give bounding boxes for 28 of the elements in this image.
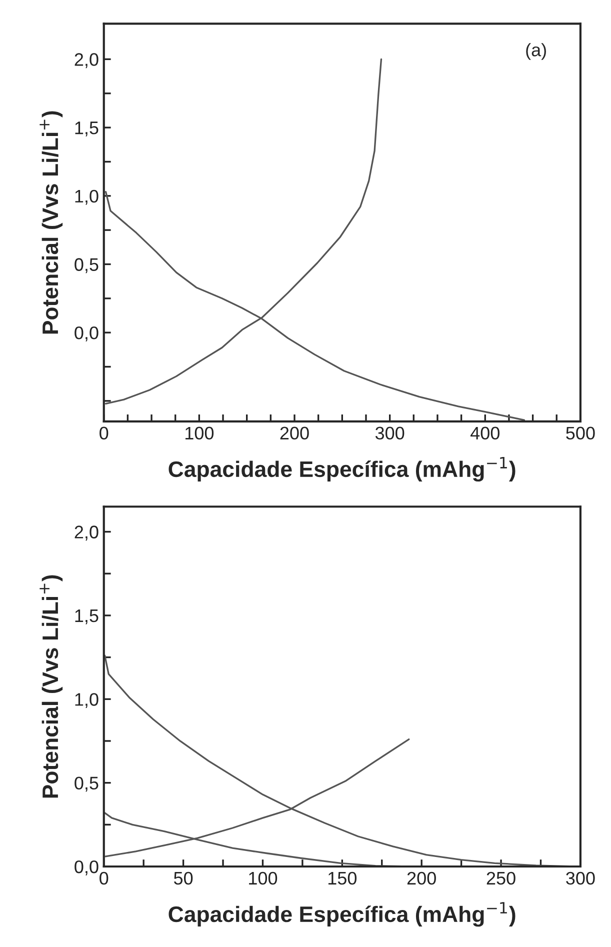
y-tick-label: 1,5 [75,610,98,624]
x-tick-label: 300 [375,426,404,440]
y-tick-label: 0,0 [74,860,98,876]
x-tick-label: 300 [566,872,595,885]
x-tick-label: 150 [328,872,357,885]
x-tick-label: 100 [249,872,278,885]
y-tick-label: 2,0 [74,53,98,68]
y-tick-label: 2,0 [74,526,98,541]
y-tick-label: 1,0 [75,190,98,205]
x-tick-label: 100 [186,426,214,440]
x-axis-title: Capacidade Específica (mAhg$^{−1}$) [168,456,516,482]
y-axis-title: Potencial (Vvs Li/Li$^{+}$) [40,575,63,798]
x-tick-label: 50 [174,872,193,885]
x-tick-label: 0 [100,872,108,885]
y-tick-label: 0,5 [74,776,98,792]
y-tick-label: 0,5 [74,258,98,274]
x-tick-label: 200 [407,872,436,885]
x-tick-label: 250 [486,872,516,885]
y-tick-label: 1,0 [75,693,98,708]
y-tick-label: 0,0 [74,326,98,342]
x-axis-title: Capacidade Específica (mAhg$^{−1}$) [168,902,516,927]
annotation: (a) [526,43,546,60]
y-tick-label: 1,5 [75,122,98,136]
x-tick-label: 400 [470,426,500,440]
x-tick-label: 200 [280,426,309,440]
x-tick-label: 500 [566,426,595,440]
x-tick-label: 0 [100,426,108,440]
y-axis-title: Potencial (Vvs Li/Li$^{+}$) [40,111,63,334]
